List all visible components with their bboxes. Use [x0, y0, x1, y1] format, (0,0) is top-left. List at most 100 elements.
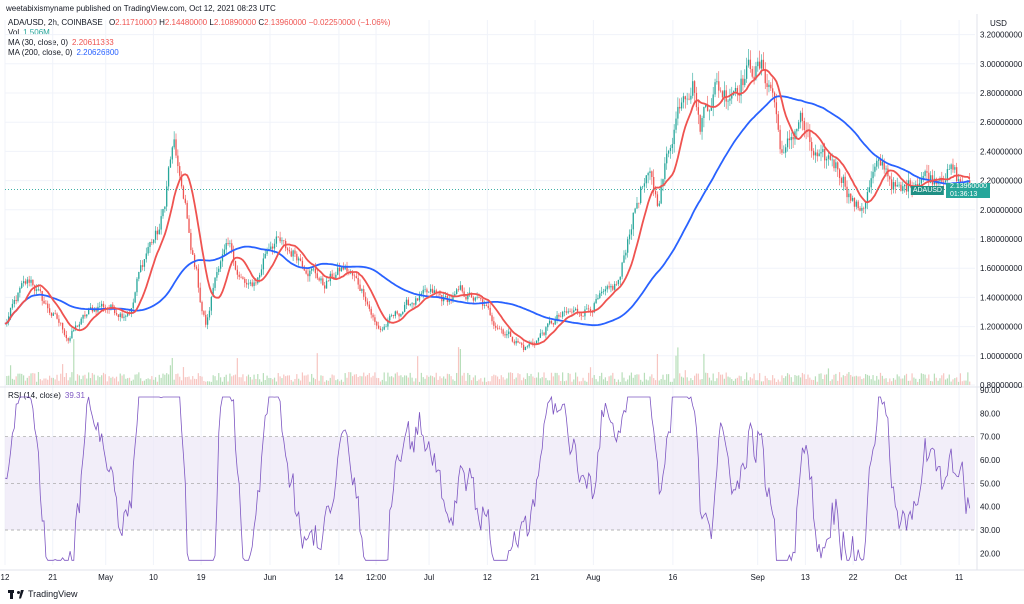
volume-bar: [595, 379, 597, 385]
volume-bar: [418, 381, 421, 385]
candle-body: [801, 112, 804, 122]
candle-body: [548, 320, 551, 324]
candle-body: [825, 158, 828, 161]
price-change: −0.02250000 (−1.06%): [308, 18, 391, 27]
volume-bar: [383, 372, 385, 385]
volume-bar: [166, 373, 168, 385]
volume-bar: [842, 375, 844, 385]
candle-body: [229, 243, 231, 244]
volume-bar: [610, 375, 612, 385]
volume-bar: [216, 380, 218, 385]
volume-bar: [889, 378, 891, 385]
volume-bar: [742, 380, 744, 385]
time-tick-label: Oct: [895, 573, 908, 582]
candle-body: [740, 78, 742, 96]
volume-bar: [534, 377, 536, 385]
candle-body: [855, 201, 857, 207]
volume-bar: [707, 373, 709, 385]
candle-body: [827, 155, 830, 159]
candle-body: [729, 98, 731, 101]
candle-body: [318, 278, 320, 281]
volume-bar: [666, 374, 668, 385]
candle-body: [686, 98, 688, 100]
candle-body: [721, 91, 724, 98]
volume-bar: [285, 376, 287, 385]
candle-body: [820, 152, 822, 154]
candle-body: [60, 322, 62, 324]
candle-body: [483, 305, 486, 306]
rsi-legend[interactable]: RSI (14, close) 39.31: [8, 391, 85, 401]
volume-bar: [576, 376, 579, 385]
volume-bar: [305, 375, 307, 385]
ma30-label: MA (30, close, 0): [8, 38, 69, 47]
volume-bar: [351, 376, 354, 385]
volume-bar: [413, 381, 415, 385]
volume-bar: [952, 379, 954, 385]
volume-bar: [712, 373, 714, 385]
volume-bar: [496, 376, 499, 385]
volume-bar: [731, 379, 733, 385]
volume-bar: [121, 375, 123, 385]
volume-bar: [602, 379, 605, 385]
candle-body: [495, 325, 497, 328]
volume-bar: [236, 358, 238, 385]
candle-body: [245, 282, 248, 285]
candle-body: [926, 171, 928, 173]
symbol-label[interactable]: ADA/USD, 2h, COINBASE: [8, 18, 103, 27]
candle-body: [883, 161, 885, 170]
volume-legend[interactable]: Vol 1.506M: [8, 28, 50, 38]
volume-bar: [640, 379, 642, 385]
time-tick-label: 12: [1, 573, 10, 582]
volume-bar: [508, 372, 510, 385]
candle-body: [433, 290, 436, 293]
ma200-legend[interactable]: MA (200, close, 0) 2.20626800: [8, 48, 119, 58]
volume-bar: [207, 381, 209, 385]
candle-body: [816, 152, 818, 157]
candle-body: [76, 325, 79, 327]
candle-body: [411, 303, 413, 305]
candle-body: [299, 258, 302, 261]
volume-bar: [167, 374, 170, 385]
candle-body: [43, 300, 45, 304]
volume-bar: [928, 374, 930, 385]
time-tick-label: Aug: [586, 573, 600, 582]
candle-body: [772, 88, 774, 93]
candle-body: [264, 253, 266, 259]
ohlc-open: O2.11710000: [108, 18, 157, 27]
volume-bar: [277, 373, 279, 385]
volume-bar: [965, 380, 967, 385]
volume-bar: [56, 374, 58, 385]
candle-body: [851, 197, 854, 201]
ma30-legend[interactable]: MA (30, close, 0) 2.20611333: [8, 38, 114, 48]
volume-bar: [922, 373, 924, 385]
footer-brand[interactable]: TradingView: [8, 589, 78, 599]
volume-bar: [331, 374, 333, 385]
candle-body: [459, 285, 462, 290]
candle-body: [73, 329, 75, 331]
volume-bar: [489, 381, 491, 385]
volume-bar: [630, 372, 633, 385]
candle-body: [654, 190, 657, 195]
volume-bar: [920, 373, 922, 385]
volume-bar: [615, 381, 618, 385]
candle-body: [223, 249, 225, 255]
candle-body: [307, 273, 309, 277]
volume-bar: [62, 364, 64, 385]
candle-body: [645, 175, 647, 184]
volume-bar: [487, 381, 489, 385]
candle-body: [99, 306, 101, 307]
candle-body: [493, 321, 495, 326]
candle-body: [390, 315, 393, 316]
volume-bar: [106, 381, 108, 385]
candle-body: [833, 159, 835, 169]
volume-bar: [770, 380, 772, 385]
candle-body: [167, 167, 170, 187]
candle-body: [706, 104, 709, 111]
volume-bar: [431, 376, 434, 385]
candle-body: [351, 272, 354, 276]
candle-body: [454, 294, 456, 297]
candle-body: [532, 342, 534, 344]
candle-body: [634, 208, 636, 213]
volume-bar: [734, 378, 737, 385]
